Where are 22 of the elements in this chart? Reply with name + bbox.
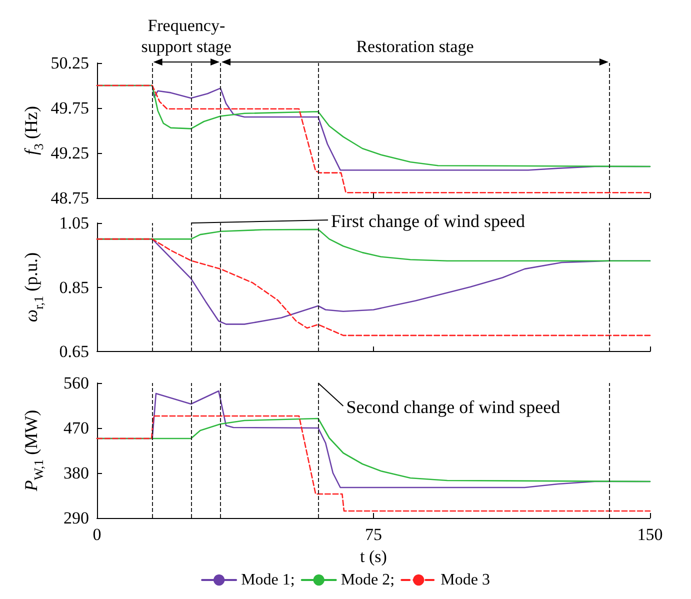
y-tick-label: 49.75 <box>50 98 89 118</box>
text: Restoration stage <box>356 37 474 56</box>
y-tick-label: 290 <box>64 508 89 528</box>
y-tick-label: 0.65 <box>59 342 89 361</box>
y-tick-label: 0.85 <box>59 278 89 297</box>
x-axis-title: t (s) <box>360 547 387 566</box>
y-tick-label: 560 <box>64 374 89 392</box>
legend-label: Mode 1; <box>241 572 295 588</box>
legend-label: Mode 2; <box>340 572 395 588</box>
y-tick-label: 50.25 <box>50 54 89 72</box>
x-tick-label: 150 <box>637 525 663 544</box>
x-tick-label: 75 <box>365 525 382 544</box>
text: Frequency- support stage <box>141 16 232 56</box>
y-tick-label: 1.05 <box>59 214 89 232</box>
y-tick-label: 470 <box>64 418 89 438</box>
y-tick-label: 380 <box>64 464 89 482</box>
annotation: Second change of wind speed <box>346 397 560 418</box>
annotation: First change of wind speed <box>331 211 525 232</box>
y-tick-label: 49.25 <box>50 144 89 162</box>
legend-label: Mode 3 <box>440 572 490 588</box>
x-tick-label: 0 <box>92 525 102 544</box>
y-tick-label: 48.75 <box>50 188 89 208</box>
